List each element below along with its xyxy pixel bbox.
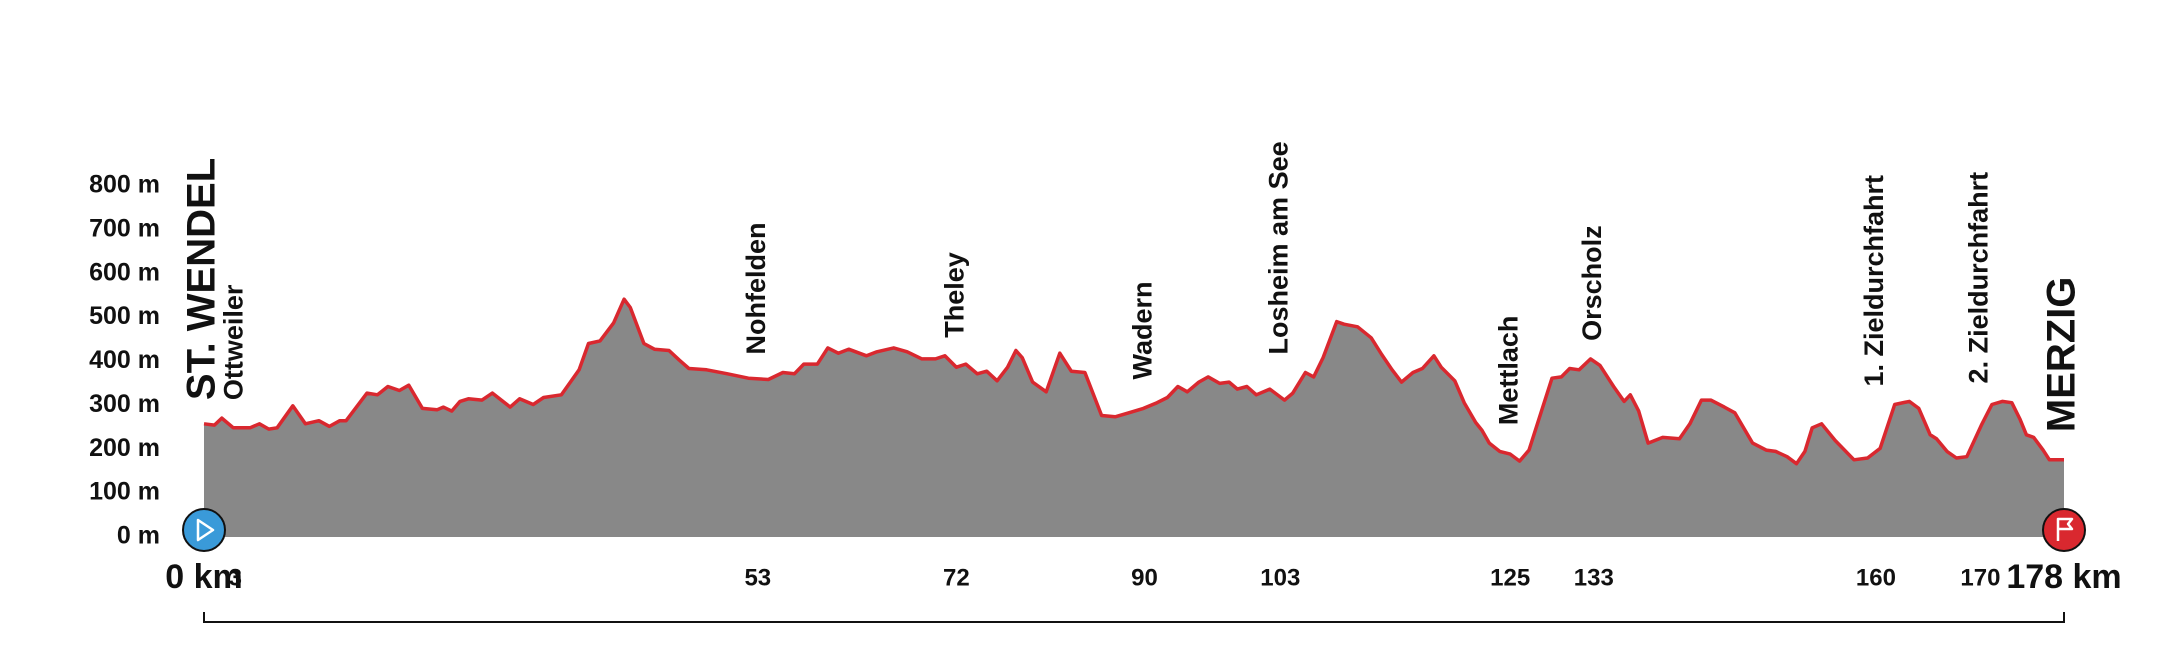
place-label: Nohfelden [741, 222, 771, 354]
x-tick-label: 53 [744, 564, 771, 591]
y-tick-label: 0 m [117, 522, 160, 550]
y-tick-label: 400 m [89, 346, 160, 374]
x-tick-label: 103 [1260, 564, 1300, 591]
y-tick-label: 700 m [89, 214, 160, 242]
y-tick-label: 800 m [89, 171, 160, 199]
x-tick-label: 133 [1574, 564, 1614, 591]
x-tick-label: 170 [1960, 564, 2000, 591]
place-label: Mettlach [1493, 316, 1523, 426]
place-label: MERZIG [2040, 277, 2084, 433]
y-tick-label: 300 m [89, 390, 160, 418]
x-tick-label: 90 [1131, 564, 1158, 591]
place-label: Orscholz [1577, 225, 1607, 341]
elevation-area [204, 299, 2064, 537]
distance-bracket [203, 612, 2065, 623]
place-label: Wadern [1128, 281, 1158, 379]
y-tick-label: 600 m [89, 258, 160, 286]
start-icon [182, 508, 226, 552]
x-tick-label: 0 km [165, 558, 243, 596]
place-label: ST. WENDEL [180, 158, 224, 400]
y-tick-label: 100 m [89, 478, 160, 506]
x-tick-label: 178 km [2006, 558, 2121, 596]
place-label: Theley [939, 252, 969, 338]
x-tick-label: 3 [229, 564, 242, 591]
x-tick-label: 72 [943, 564, 970, 591]
elevation-line [203, 297, 2064, 466]
place-label: Ottweiler [218, 284, 248, 400]
finish-icon [2042, 508, 2086, 552]
x-tick-label: 125 [1490, 564, 1530, 591]
x-tick-label: 160 [1856, 564, 1896, 591]
y-tick-label: 500 m [89, 302, 160, 330]
y-tick-label: 200 m [89, 434, 160, 462]
place-label: 1. Zieldurchfahrt [1859, 175, 1889, 387]
place-label: Losheim am See [1263, 141, 1293, 354]
place-label: 2. Zieldurchfahrt [1964, 172, 1994, 384]
